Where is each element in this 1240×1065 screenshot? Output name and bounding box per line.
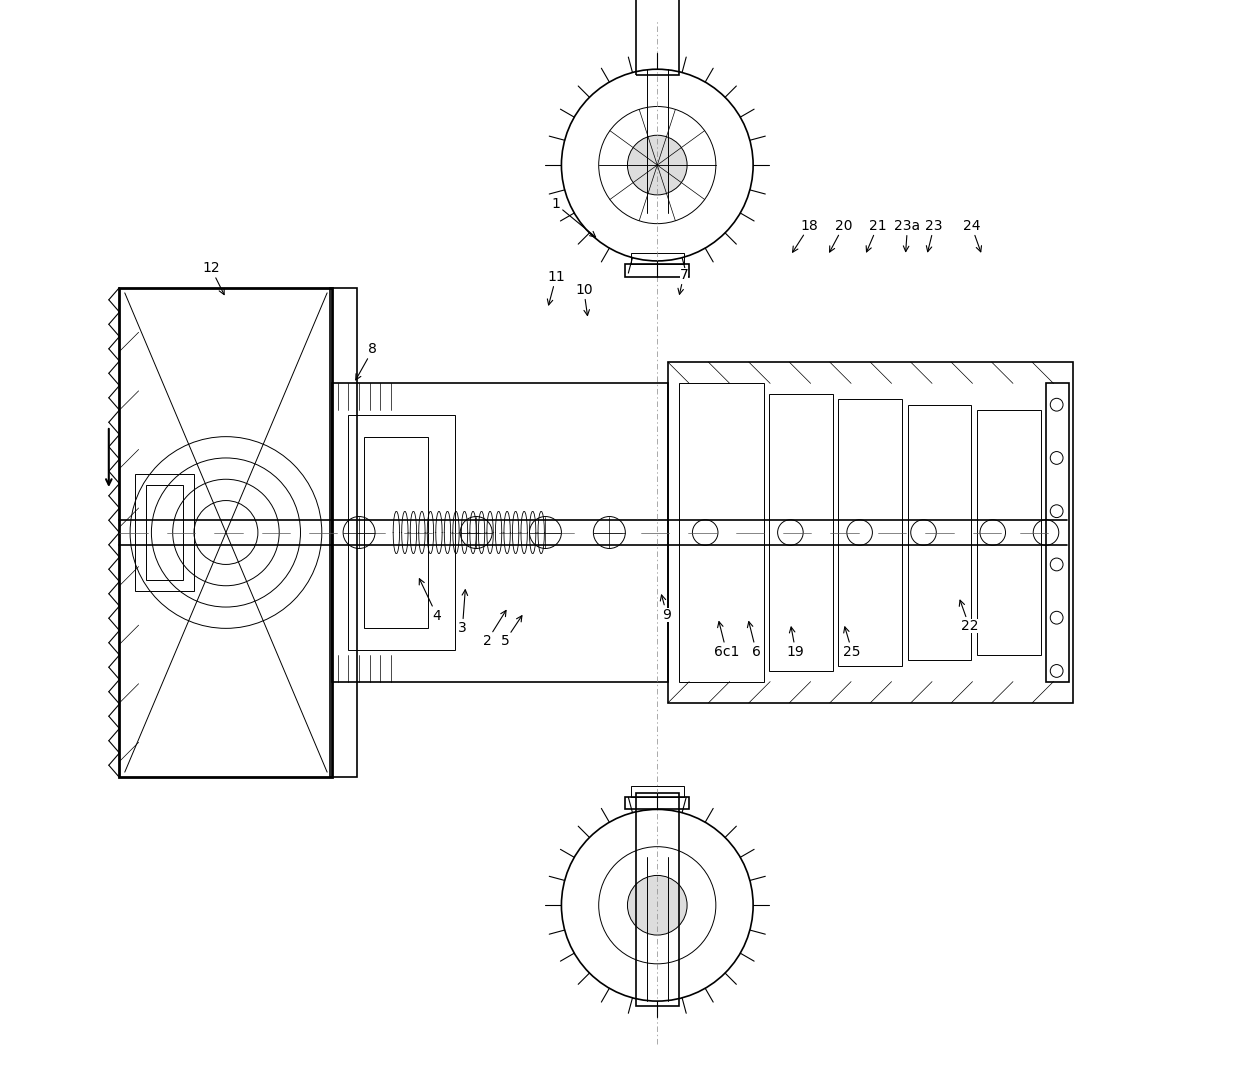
Bar <box>631 786 684 797</box>
Text: 6: 6 <box>748 622 761 659</box>
Bar <box>348 415 455 650</box>
Text: 25: 25 <box>843 627 861 659</box>
Bar <box>636 0 678 75</box>
Bar <box>636 793 678 1006</box>
Text: 12: 12 <box>202 261 224 295</box>
Bar <box>1047 383 1069 682</box>
Bar <box>977 410 1040 655</box>
Bar <box>119 288 332 777</box>
Text: 18: 18 <box>792 218 818 252</box>
Circle shape <box>1050 452 1063 464</box>
Text: 11: 11 <box>547 269 565 305</box>
Text: 23: 23 <box>925 218 942 251</box>
Circle shape <box>1050 611 1063 624</box>
Circle shape <box>1050 398 1063 411</box>
Bar <box>838 399 903 666</box>
Circle shape <box>1050 558 1063 571</box>
Circle shape <box>627 875 687 935</box>
Bar <box>330 288 357 777</box>
Circle shape <box>627 135 687 195</box>
Text: 9: 9 <box>661 595 671 622</box>
Text: 6c1: 6c1 <box>714 622 739 659</box>
Text: 20: 20 <box>830 218 852 252</box>
Circle shape <box>1050 505 1063 518</box>
Text: 7: 7 <box>678 267 688 294</box>
Text: 8: 8 <box>356 342 377 380</box>
Text: 3: 3 <box>458 590 467 636</box>
Bar <box>769 394 833 671</box>
Bar <box>625 797 689 809</box>
Text: 10: 10 <box>575 282 593 315</box>
Bar <box>668 362 1073 703</box>
Text: 22: 22 <box>960 601 978 634</box>
Text: 4: 4 <box>419 578 441 623</box>
Bar <box>625 264 689 277</box>
Text: 21: 21 <box>867 218 887 252</box>
Bar <box>631 253 684 264</box>
Bar <box>365 437 428 628</box>
Bar <box>135 474 193 591</box>
Text: 19: 19 <box>787 627 805 659</box>
Text: 1: 1 <box>552 197 595 237</box>
Text: 5: 5 <box>501 616 522 649</box>
Bar <box>146 485 184 580</box>
Bar <box>908 405 971 660</box>
Text: 24: 24 <box>962 218 982 251</box>
Text: 23a: 23a <box>894 218 920 251</box>
Bar <box>678 383 764 682</box>
Bar <box>332 383 668 682</box>
Circle shape <box>1050 665 1063 677</box>
Text: 2: 2 <box>482 610 506 649</box>
